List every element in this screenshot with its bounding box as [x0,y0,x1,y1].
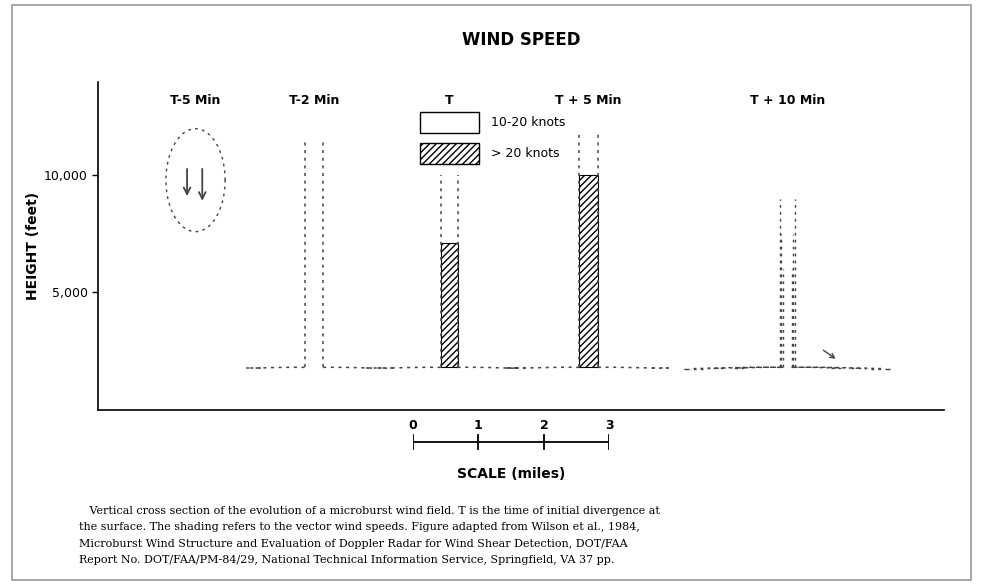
Text: T: T [445,94,453,107]
Bar [440,243,457,367]
Text: T-2 Min: T-2 Min [289,94,339,107]
Bar [420,112,479,133]
Text: Microburst Wind Structure and Evaluation of Doppler Radar for Wind Shear Detecti: Microburst Wind Structure and Evaluation… [79,539,627,549]
Bar [420,143,479,164]
Y-axis label: HEIGHT (feet): HEIGHT (feet) [26,192,40,300]
Text: 1: 1 [474,419,483,432]
Text: T-5 Min: T-5 Min [170,94,221,107]
Text: Vertical cross section of the evolution of a microburst wind field. T is the tim: Vertical cross section of the evolution … [79,506,660,516]
Text: WIND SPEED: WIND SPEED [462,31,580,49]
Text: T + 5 Min: T + 5 Min [555,94,622,107]
Text: > 20 knots: > 20 knots [492,147,560,160]
Text: the surface. The shading refers to the vector wind speeds. Figure adapted from W: the surface. The shading refers to the v… [79,522,640,532]
Text: 10-20 knots: 10-20 knots [492,116,566,129]
Text: 3: 3 [606,419,613,432]
Text: 0: 0 [409,419,417,432]
Bar [579,176,598,367]
Text: Report No. DOT/FAA/PM-84/29, National Technical Information Service, Springfield: Report No. DOT/FAA/PM-84/29, National Te… [79,555,614,565]
Text: SCALE (miles): SCALE (miles) [457,467,565,481]
Text: 2: 2 [540,419,549,432]
Text: T + 10 Min: T + 10 Min [750,94,825,107]
